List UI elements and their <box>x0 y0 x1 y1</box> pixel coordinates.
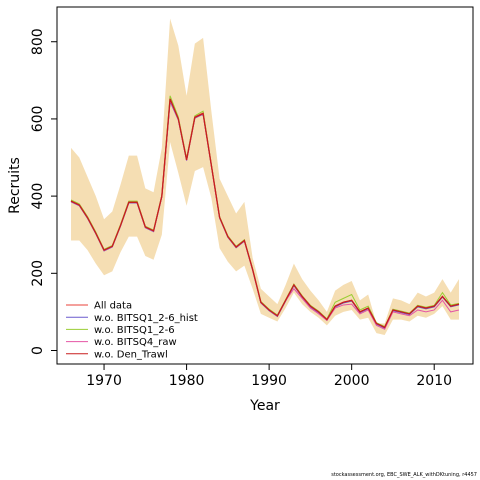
confidence-band <box>71 18 459 336</box>
x-tick-label: 1970 <box>86 373 122 389</box>
x-tick-label: 2000 <box>334 373 370 389</box>
y-tick-label: 600 <box>30 106 46 133</box>
credit-text: stockassessment.org, EBC_SWE_ALK_withDKt… <box>331 472 477 478</box>
legend-label: w.o. BITSQ1_2-6_hist <box>94 313 198 324</box>
x-tick-label: 1990 <box>251 373 287 389</box>
legend-label: w.o. BITSQ4_raw <box>94 337 177 348</box>
legend-label: w.o. Den_Trawl <box>94 349 168 360</box>
y-tick-label: 400 <box>30 183 46 210</box>
x-axis: 1970 1980 1990 2000 2010 <box>86 363 452 389</box>
x-axis-title: Year <box>249 398 280 414</box>
series-line-4 <box>70 98 460 329</box>
y-tick-label: 800 <box>30 28 46 55</box>
x-tick-label: 1980 <box>169 373 205 389</box>
confidence-band-layer <box>71 18 459 336</box>
y-tick-label: 0 <box>30 346 46 355</box>
legend-label: w.o. BITSQ1_2-6 <box>94 325 175 336</box>
legend-label: All data <box>94 301 132 312</box>
x-tick-label: 2010 <box>416 373 452 389</box>
y-axis-title: Recruits <box>7 157 23 214</box>
series-lines-layer <box>70 95 460 330</box>
y-axis: 0 200 400 600 800 <box>30 28 58 355</box>
y-tick-label: 200 <box>30 260 46 287</box>
